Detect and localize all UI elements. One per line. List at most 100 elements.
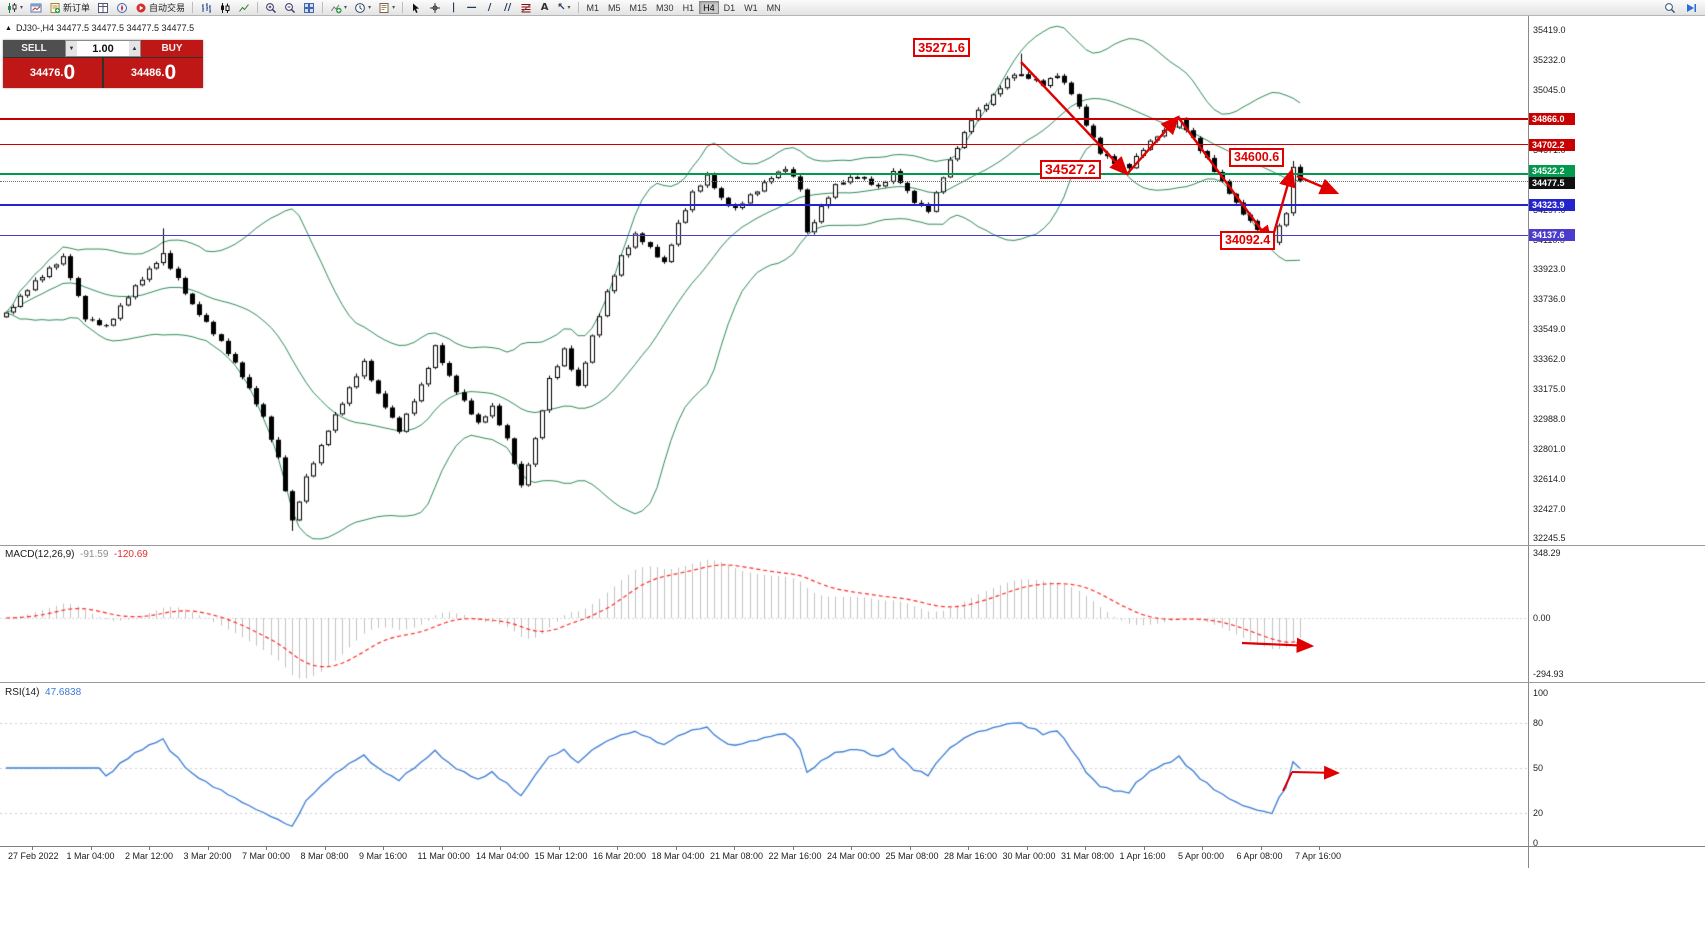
text-tool-button[interactable]: A [536, 1, 553, 15]
main-chart-canvas[interactable] [0, 16, 1528, 545]
timeframe-h1-button[interactable]: H1 [682, 2, 695, 13]
sell-button-caption[interactable]: SELL [3, 40, 65, 57]
timeframe-h4-button[interactable]: H4 [699, 1, 719, 14]
timeframe-d1-button[interactable]: D1 [723, 2, 736, 13]
trendline-tool-button[interactable]: / [481, 1, 498, 15]
time-axis-label: 30 Mar 00:00 [1002, 851, 1056, 861]
navigator-button[interactable] [113, 1, 131, 15]
time-axis-label: 2 Mar 12:00 [125, 851, 174, 861]
time-axis-tick [90, 846, 92, 850]
tile-windows-button[interactable] [300, 1, 318, 15]
crosshair-button[interactable] [426, 1, 444, 15]
zoom-in-button[interactable] [262, 1, 280, 15]
price-scale-tick: 33736.0 [1533, 294, 1566, 305]
zoom-out-button[interactable] [281, 1, 299, 15]
periods-button[interactable]: ▾ [351, 1, 374, 15]
time-axis-tick [1202, 846, 1203, 850]
price-annotation-34527.2[interactable]: 34527.2 [1040, 160, 1101, 179]
price-tag-34137.6: 34137.6 [1529, 229, 1575, 242]
line-chart-mode-button[interactable] [235, 1, 253, 15]
time-axis-tick [32, 846, 33, 850]
new-order-button[interactable]: 新订单 [46, 1, 93, 15]
collapse-panel-icon[interactable]: ▲ [5, 24, 12, 32]
toolbar-right-group [1661, 1, 1702, 15]
price-annotation-35271.6[interactable]: 35271.6 [913, 38, 970, 57]
macd-label: MACD(12,26,9) -91.59 -120.69 [5, 549, 148, 560]
bar-chart-mode-button[interactable] [197, 1, 215, 15]
rsi-label: RSI(14) 47.6838 [5, 687, 81, 698]
bid-price-line [0, 180, 1528, 182]
time-axis-tick [792, 846, 794, 850]
horizontal-line-tool-button[interactable]: — [463, 1, 480, 15]
rsi-value: 47.6838 [45, 687, 82, 698]
pane-separator-rsi[interactable] [0, 682, 1705, 683]
time-axis-tick [1143, 846, 1145, 850]
toolbar-separator [322, 2, 324, 13]
zoom-in-icon [266, 2, 277, 13]
macd-scale-tick: 0.00 [1533, 613, 1551, 623]
cursor-icon [413, 3, 420, 13]
tile-windows-icon [304, 2, 315, 13]
buy-button-caption[interactable]: BUY [141, 40, 203, 57]
buy-button[interactable]: 34486. 0 [104, 58, 203, 88]
macd-signal-value: -120.69 [113, 549, 148, 560]
macd-indicator-canvas[interactable] [0, 547, 1528, 682]
indicators-button[interactable]: ▾ [327, 1, 350, 15]
dropdown-caret-icon: ▾ [368, 4, 372, 11]
scroll-to-end-button[interactable] [1682, 1, 1700, 15]
time-axis-tick [1260, 846, 1262, 850]
zoom-out-icon [285, 2, 296, 13]
rsi-indicator-canvas[interactable] [0, 684, 1528, 846]
arrows-tool-button[interactable]: ↖ ▾ [554, 1, 573, 15]
scroll-end-icon [1687, 3, 1696, 12]
auto-trading-label: 自动交易 [149, 3, 186, 13]
timeframe-m5-button[interactable]: M5 [608, 2, 621, 13]
sell-button[interactable]: 34476. 0 [3, 58, 102, 88]
volume-increase-button[interactable]: ▲ [129, 41, 140, 56]
timeframe-m30-button[interactable]: M30 [656, 2, 674, 13]
sell-price: 34476. [29, 67, 64, 79]
time-axis-label: 16 Mar 20:00 [593, 851, 647, 861]
auto-trading-button[interactable]: 自动交易 [132, 1, 188, 15]
price-scale-tick: 32245.5 [1533, 533, 1566, 543]
horizontal-level-34522.2[interactable] [0, 172, 1528, 175]
price-scale-tick: 33175.0 [1533, 384, 1566, 395]
horizontal-level-34702.2[interactable] [0, 144, 1528, 146]
volume-input[interactable] [77, 41, 129, 56]
time-axis-label: 7 Mar 00:00 [242, 851, 291, 861]
channel-tool-button[interactable]: // [499, 1, 516, 15]
search-button[interactable] [1661, 1, 1679, 15]
price-annotation-34600.6[interactable]: 34600.6 [1229, 148, 1285, 167]
horizontal-level-34866.0[interactable] [0, 117, 1528, 120]
vertical-line-tool-button[interactable]: | [445, 1, 462, 15]
profiles-button[interactable] [27, 1, 45, 15]
time-axis-label: 24 Mar 00:00 [827, 851, 881, 861]
price-tag-34323.9: 34323.9 [1529, 199, 1575, 212]
pane-separator-macd[interactable] [0, 545, 1705, 546]
volume-decrease-button[interactable]: ▼ [66, 41, 77, 56]
time-axis-tick [968, 846, 969, 850]
horizontal-level-34323.9[interactable] [0, 204, 1528, 207]
new-chart-button[interactable]: ▾ [3, 1, 26, 15]
timeframe-m15-button[interactable]: M15 [629, 2, 648, 13]
time-axis-tick [1085, 846, 1086, 850]
volume-stepper: ▼ ▲ [65, 40, 141, 57]
timeframe-m1-button[interactable]: M1 [586, 2, 600, 13]
templates-button[interactable]: ▾ [375, 1, 398, 15]
timeframe-w1-button[interactable]: W1 [744, 2, 758, 13]
timeframe-mn-button[interactable]: MN [766, 2, 781, 13]
price-annotation-34092.4[interactable]: 34092.4 [1220, 231, 1276, 250]
candlestick-mode-button[interactable] [216, 1, 234, 15]
text-tool-icon: A [540, 1, 549, 13]
fibonacci-tool-button[interactable] [517, 1, 535, 15]
crosshair-icon [430, 2, 441, 13]
bar-chart-icon [202, 2, 212, 13]
horizontal-level-34137.6[interactable] [0, 234, 1528, 236]
cursor-button[interactable] [407, 1, 425, 15]
time-axis-label: 14 Mar 04:00 [476, 851, 530, 861]
vertical-line-icon: | [451, 1, 456, 13]
market-watch-button[interactable] [94, 1, 112, 15]
time-axis-label: 27 Feb 2022 [8, 851, 59, 861]
macd-scale-tick: 348.29 [1533, 548, 1561, 558]
arrow-tool-icon: ↖ [557, 1, 566, 13]
